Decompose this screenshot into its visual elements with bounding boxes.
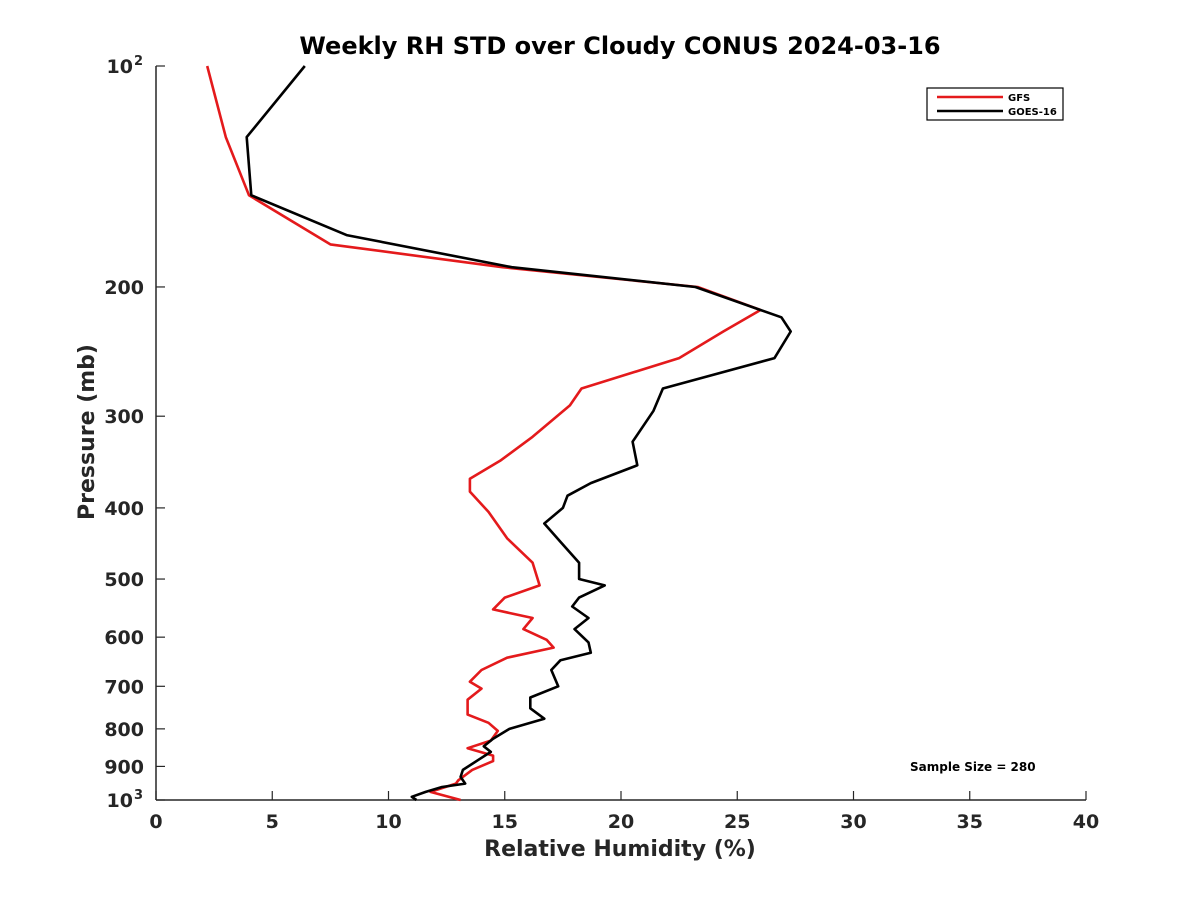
x-tick-label: 25	[724, 811, 750, 833]
y-tick-label-exponent: 2	[134, 54, 143, 69]
x-tick-label: 20	[608, 811, 634, 833]
chart-title: Weekly RH STD over Cloudy CONUS 2024-03-…	[299, 32, 940, 60]
legend-label-gfs: GFS	[1008, 93, 1030, 104]
x-tick-label: 35	[957, 811, 983, 833]
legend-label-goes16: GOES-16	[1008, 107, 1057, 118]
y-tick-label: 200	[104, 277, 144, 299]
x-tick-label: 0	[149, 811, 162, 833]
y-tick-label: 800	[104, 719, 144, 741]
y-tick-label: 900	[104, 756, 144, 778]
y-tick-label: 600	[104, 627, 144, 649]
legend-box	[926, 87, 1064, 121]
x-tick-label: 30	[840, 811, 866, 833]
legend: GFS GOES-16	[926, 87, 1064, 121]
series-lines	[205, 65, 792, 802]
x-tick-label: 40	[1073, 811, 1099, 833]
y-tick-label: 300	[104, 406, 144, 428]
x-axis-label: Relative Humidity (%)	[484, 837, 756, 862]
y-tick-label: 700	[104, 676, 144, 698]
sample-size-annotation: Sample Size = 280	[910, 760, 1036, 774]
y-tick-label: 500	[104, 569, 144, 591]
y-axis-label: Pressure (mb)	[75, 344, 100, 520]
series-line-goes16	[245, 65, 792, 802]
x-tick-label: 10	[375, 811, 401, 833]
y-tick-label: 10	[107, 790, 133, 812]
y-tick-label: 10	[107, 56, 133, 78]
y-tick-label-exponent: 3	[134, 788, 143, 803]
axes	[155, 66, 1086, 801]
series-line-gfs	[205, 65, 762, 802]
x-tick-label: 5	[266, 811, 279, 833]
y-tick-label: 400	[104, 498, 144, 520]
x-tick-label: 15	[492, 811, 518, 833]
